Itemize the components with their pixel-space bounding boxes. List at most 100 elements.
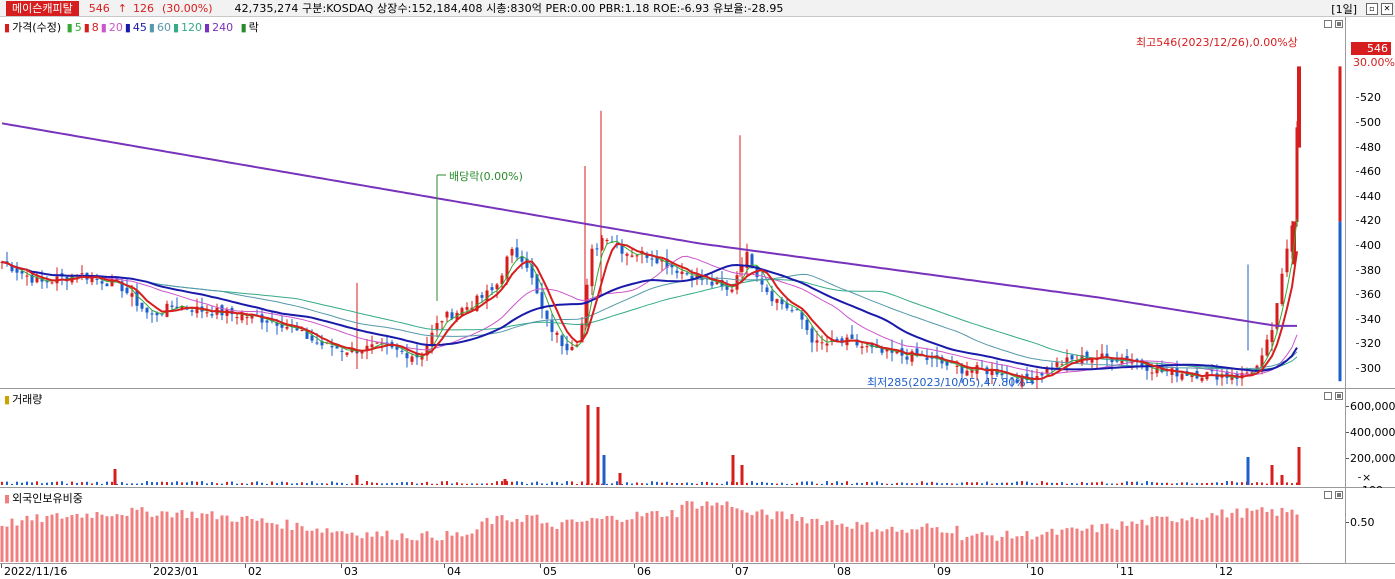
- volume-bar: [1011, 482, 1013, 485]
- volume-bar: [821, 483, 823, 485]
- volume-bar: [876, 481, 878, 485]
- volume-bar: [381, 483, 383, 485]
- pane-maximize-button[interactable]: [1335, 20, 1343, 28]
- candle-body: [650, 258, 654, 260]
- candle-body: [10, 265, 14, 272]
- pane-maximize-button[interactable]: [1335, 392, 1343, 400]
- period-selector[interactable]: [1일]: [1331, 2, 1357, 16]
- restore-icon[interactable]: ▫: [1366, 2, 1378, 15]
- candle-body: [405, 353, 409, 359]
- candle-body: [535, 274, 539, 294]
- volume-bar: [71, 481, 73, 485]
- date-tick: 09: [934, 564, 951, 578]
- foreign-ownership-bar: [1115, 529, 1119, 562]
- volume-bar: [411, 482, 413, 485]
- foreign-ownership-bar: [820, 525, 824, 562]
- stock-name-badge[interactable]: 메이슨캐피탈: [6, 0, 79, 16]
- foreign-ownership-bar: [960, 540, 964, 562]
- foreign-ownership-bar: [500, 515, 504, 562]
- volume-bar: [1101, 481, 1103, 485]
- volume-bar: [1116, 483, 1118, 485]
- candle-body: [130, 293, 134, 297]
- volume-bar: [36, 481, 38, 485]
- foreign-ownership-bar: [930, 527, 934, 562]
- pane-minimize-button[interactable]: [1324, 392, 1332, 400]
- foreign-ownership-bar: [1125, 525, 1129, 562]
- volume-bar: [216, 483, 218, 485]
- candle-body: [35, 277, 39, 283]
- candle-body: [760, 278, 764, 285]
- ma-legend-label: 20: [108, 21, 123, 34]
- volume-bar: [351, 483, 353, 485]
- pane-maximize-button[interactable]: [1335, 491, 1343, 499]
- candle-body: [1270, 330, 1274, 343]
- volume-bar: [1276, 482, 1278, 485]
- volume-bar: [211, 482, 213, 485]
- candle-body: [595, 248, 599, 250]
- volume-bar: [826, 481, 828, 485]
- price-chart-pane[interactable]: ▮ 가격(수정) ▮ 5 ▮ 8 ▮ 20 ▮ 45 ▮ 60 ▮ 120 ▮ 240 ▮ 락 최고546(2…: [0, 17, 1345, 389]
- candle-body: [740, 264, 744, 272]
- volume-bar: [181, 482, 183, 485]
- candle-body: [1275, 303, 1279, 329]
- volume-bar: [261, 482, 263, 485]
- foreign-ownership-bar: [775, 511, 779, 562]
- volume-axis: 600,000 400,000 200,000 × 100: [1345, 389, 1395, 497]
- candle-body: [20, 271, 24, 274]
- candle-body: [1200, 377, 1204, 381]
- volume-bar: [346, 483, 348, 485]
- ma-legend-label: 240: [212, 21, 234, 34]
- volume-pane[interactable]: ▮ 거래량: [0, 389, 1345, 488]
- foreign-ownership-bar: [1035, 536, 1039, 562]
- volume-bar: [926, 482, 928, 485]
- volume-bar: [426, 481, 428, 485]
- candle-body: [80, 273, 84, 275]
- foreign-ownership-pane[interactable]: ▮ 외국인보유비중: [0, 488, 1345, 563]
- candle-body: [730, 289, 734, 292]
- volume-bar: [156, 482, 158, 485]
- volume-bar: [951, 483, 953, 485]
- candle-body: [820, 342, 824, 344]
- volume-bar: [296, 483, 298, 485]
- foreign-ownership-bar: [370, 536, 374, 562]
- volume-bar: [186, 482, 188, 485]
- volume-bar: [716, 483, 718, 485]
- foreign-ownership-bar: [380, 536, 384, 562]
- change-percent-badge: 30.00%: [1353, 56, 1395, 69]
- candle-body: [375, 342, 379, 344]
- foreign-ownership-bar: [35, 514, 39, 562]
- candle-body: [335, 346, 339, 349]
- volume-bar: [1291, 483, 1293, 485]
- pane-minimize-button[interactable]: [1324, 20, 1332, 28]
- foreign-ownership-bar: [1150, 516, 1154, 562]
- candle-body: [1230, 377, 1234, 380]
- candle-body: [1120, 358, 1124, 364]
- candle-body: [1240, 372, 1244, 379]
- ma-legend-label: 60: [156, 21, 171, 34]
- candle-body: [460, 308, 464, 316]
- candle-body: [580, 323, 584, 343]
- foreign-ownership-bar: [1165, 516, 1169, 562]
- foreign-ownership-bar: [275, 524, 279, 562]
- foreign-ownership-bar: [345, 533, 349, 562]
- candle-body: [1065, 357, 1069, 364]
- close-icon[interactable]: ✕: [1381, 2, 1393, 15]
- price-ytick: 420: [1356, 214, 1381, 228]
- foreign-ownership-bar: [385, 530, 389, 562]
- foreign-ownership-bar: [1050, 528, 1054, 562]
- volume-bar: [601, 483, 603, 485]
- volume-bar: [1141, 483, 1143, 485]
- volume-bar: [111, 481, 113, 485]
- candle-body: [665, 258, 669, 268]
- foreign-ownership-bar: [915, 529, 919, 562]
- high-price-tag: 상: [1287, 36, 1298, 49]
- foreign-ownership-bar: [90, 517, 94, 562]
- candle-body: [635, 255, 639, 257]
- foreign-ownership-bar: [1040, 534, 1044, 562]
- price-ytick: 480: [1356, 140, 1381, 154]
- candle-body: [785, 302, 789, 309]
- pane-minimize-button[interactable]: [1324, 491, 1332, 499]
- foreign-ownership-bar: [610, 515, 614, 562]
- volume-ytick: 600,000: [1346, 400, 1395, 413]
- volume-bar: [446, 481, 448, 485]
